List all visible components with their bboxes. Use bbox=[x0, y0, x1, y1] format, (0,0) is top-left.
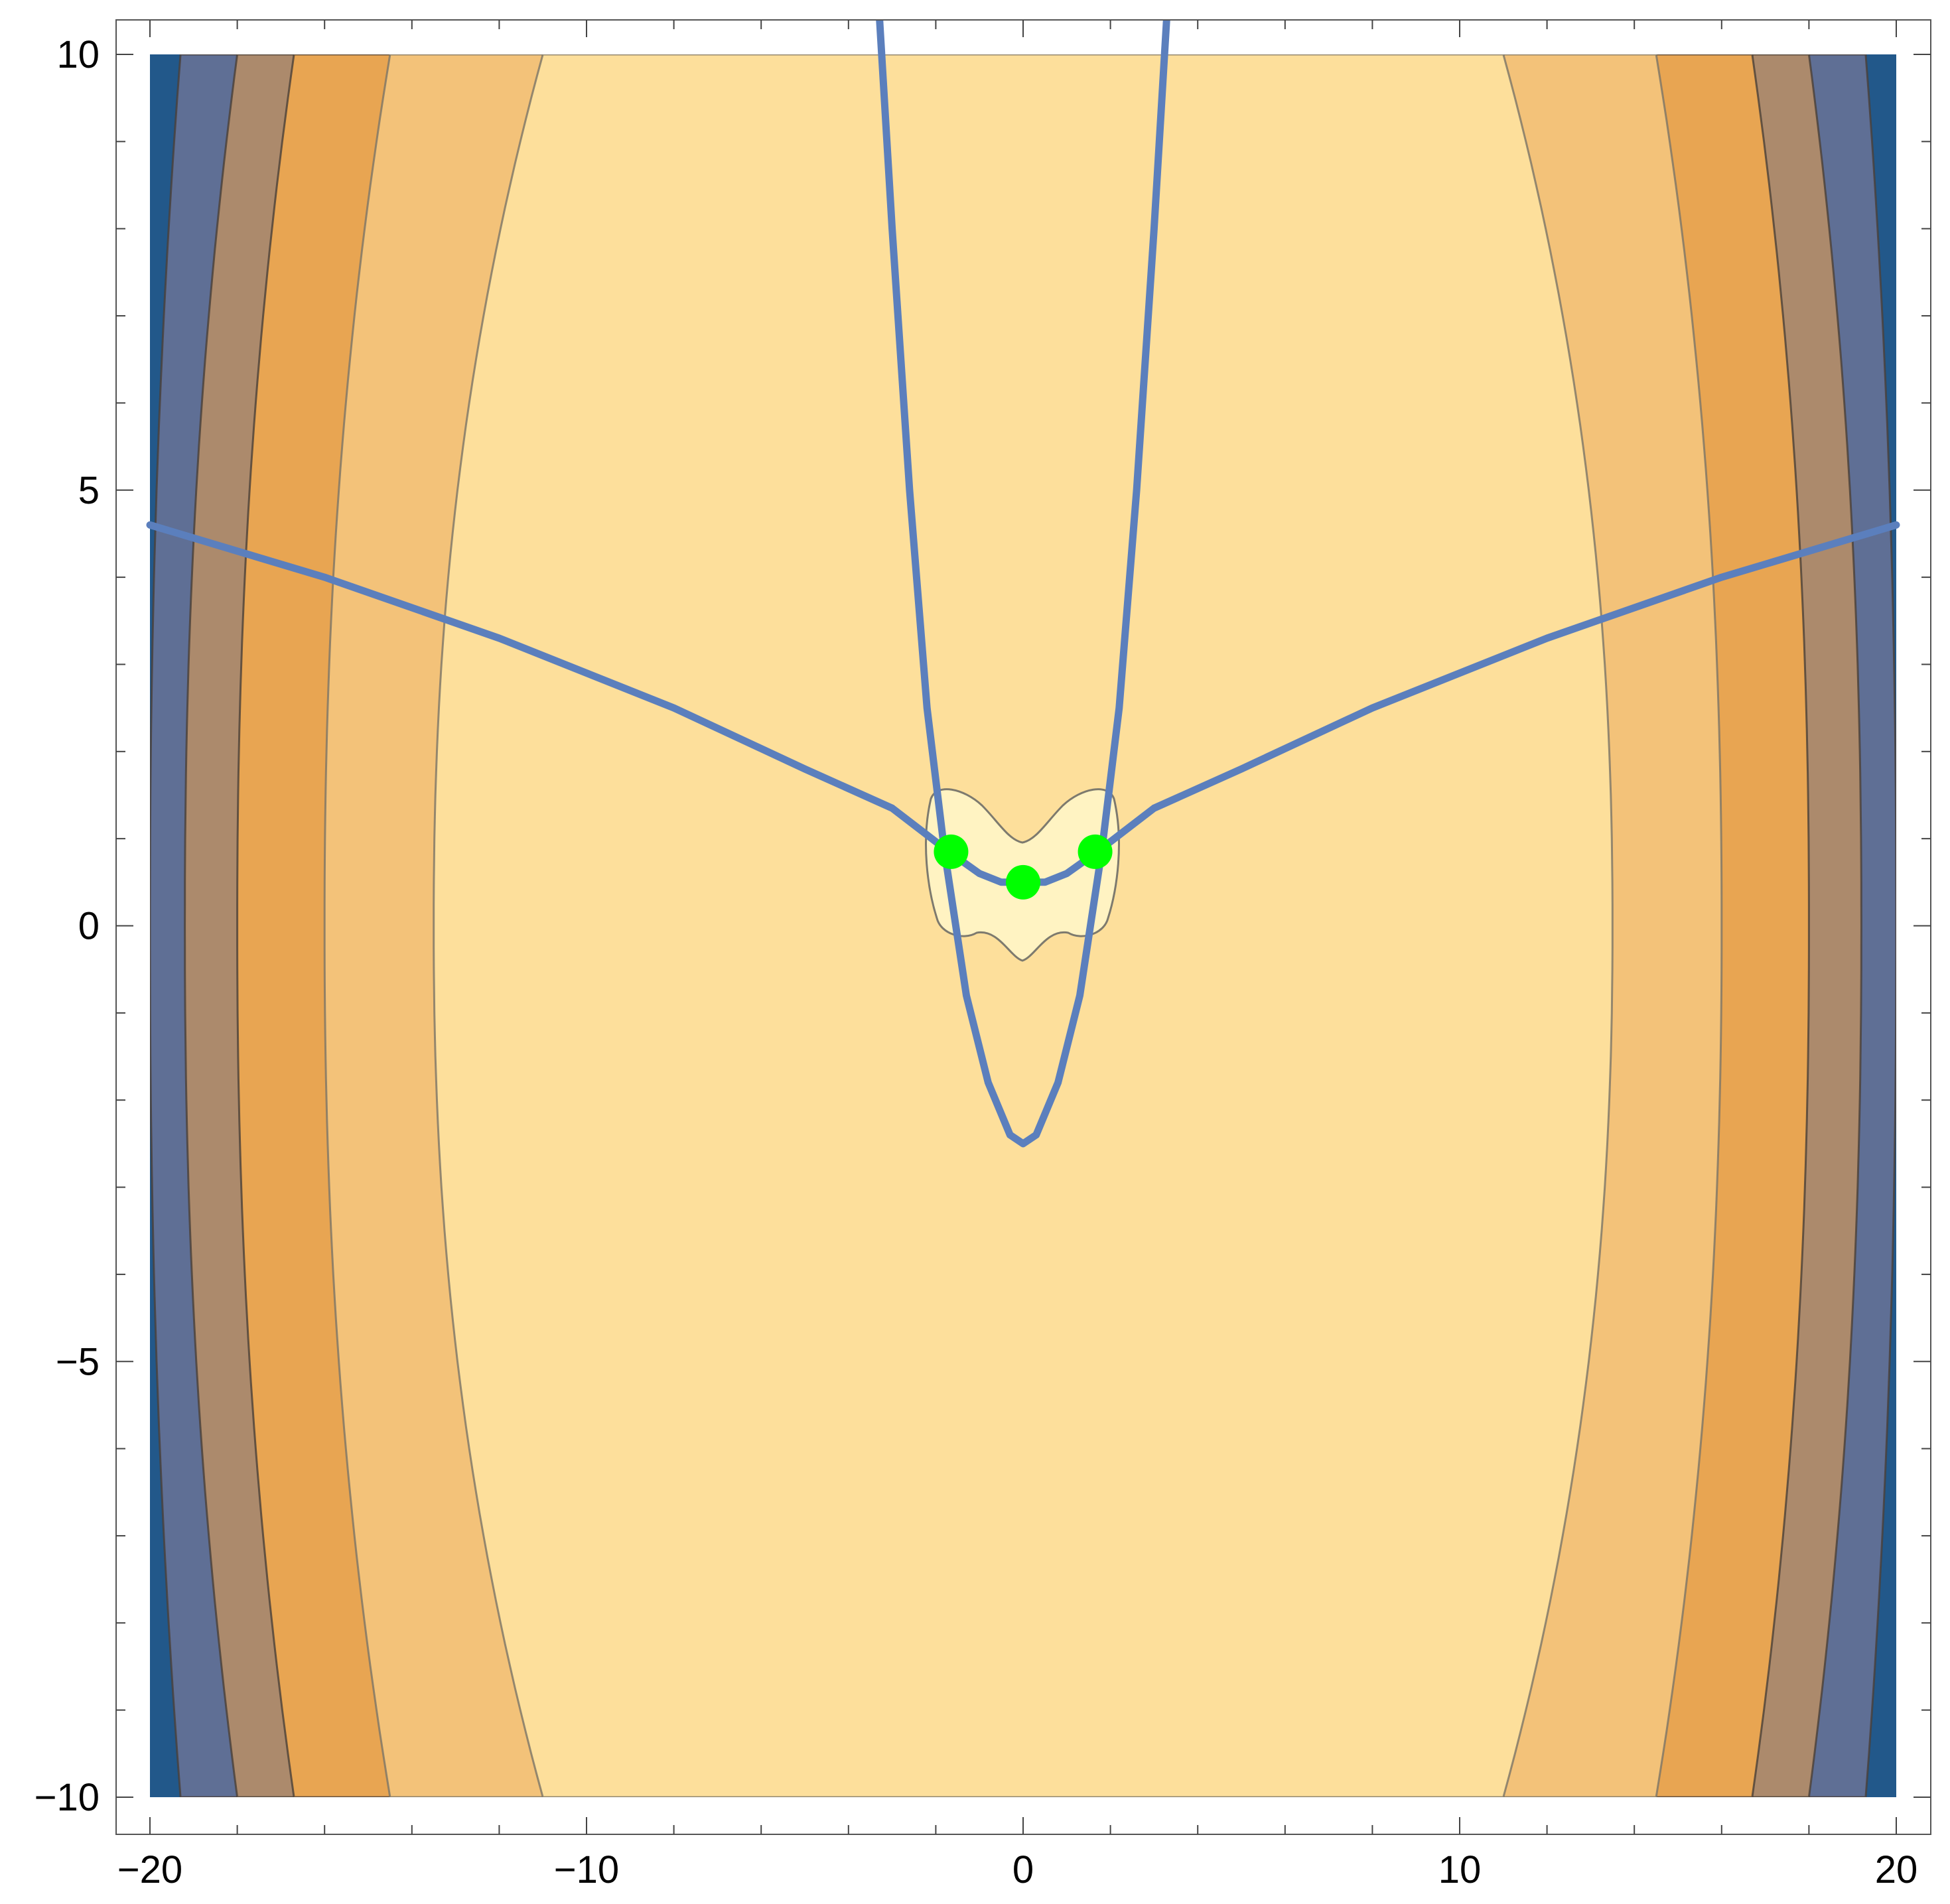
curve-line bbox=[876, 20, 1170, 1148]
x-tick-label: −20 bbox=[117, 1848, 182, 1891]
highlight-point bbox=[1078, 834, 1113, 869]
y-axis-tick-labels: −10 −5 0 5 10 bbox=[35, 33, 100, 1819]
y-tick-label: −10 bbox=[35, 1776, 100, 1819]
x-tick-label: 10 bbox=[1438, 1848, 1482, 1891]
x-tick-label: 20 bbox=[1875, 1848, 1918, 1891]
axis-ticks bbox=[116, 20, 1931, 1834]
x-tick-label: −10 bbox=[554, 1848, 619, 1891]
x-axis-tick-labels: −20 −10 0 10 20 bbox=[117, 1848, 1917, 1891]
highlight-point bbox=[934, 834, 969, 869]
y-tick-label: 5 bbox=[78, 469, 100, 512]
highlight-point bbox=[1006, 864, 1040, 900]
y-tick-label: −5 bbox=[56, 1340, 100, 1383]
x-tick-label: 0 bbox=[1012, 1848, 1034, 1891]
y-tick-label: 10 bbox=[56, 33, 100, 76]
highlight-points bbox=[934, 834, 1113, 900]
y-tick-label: 0 bbox=[78, 905, 100, 948]
